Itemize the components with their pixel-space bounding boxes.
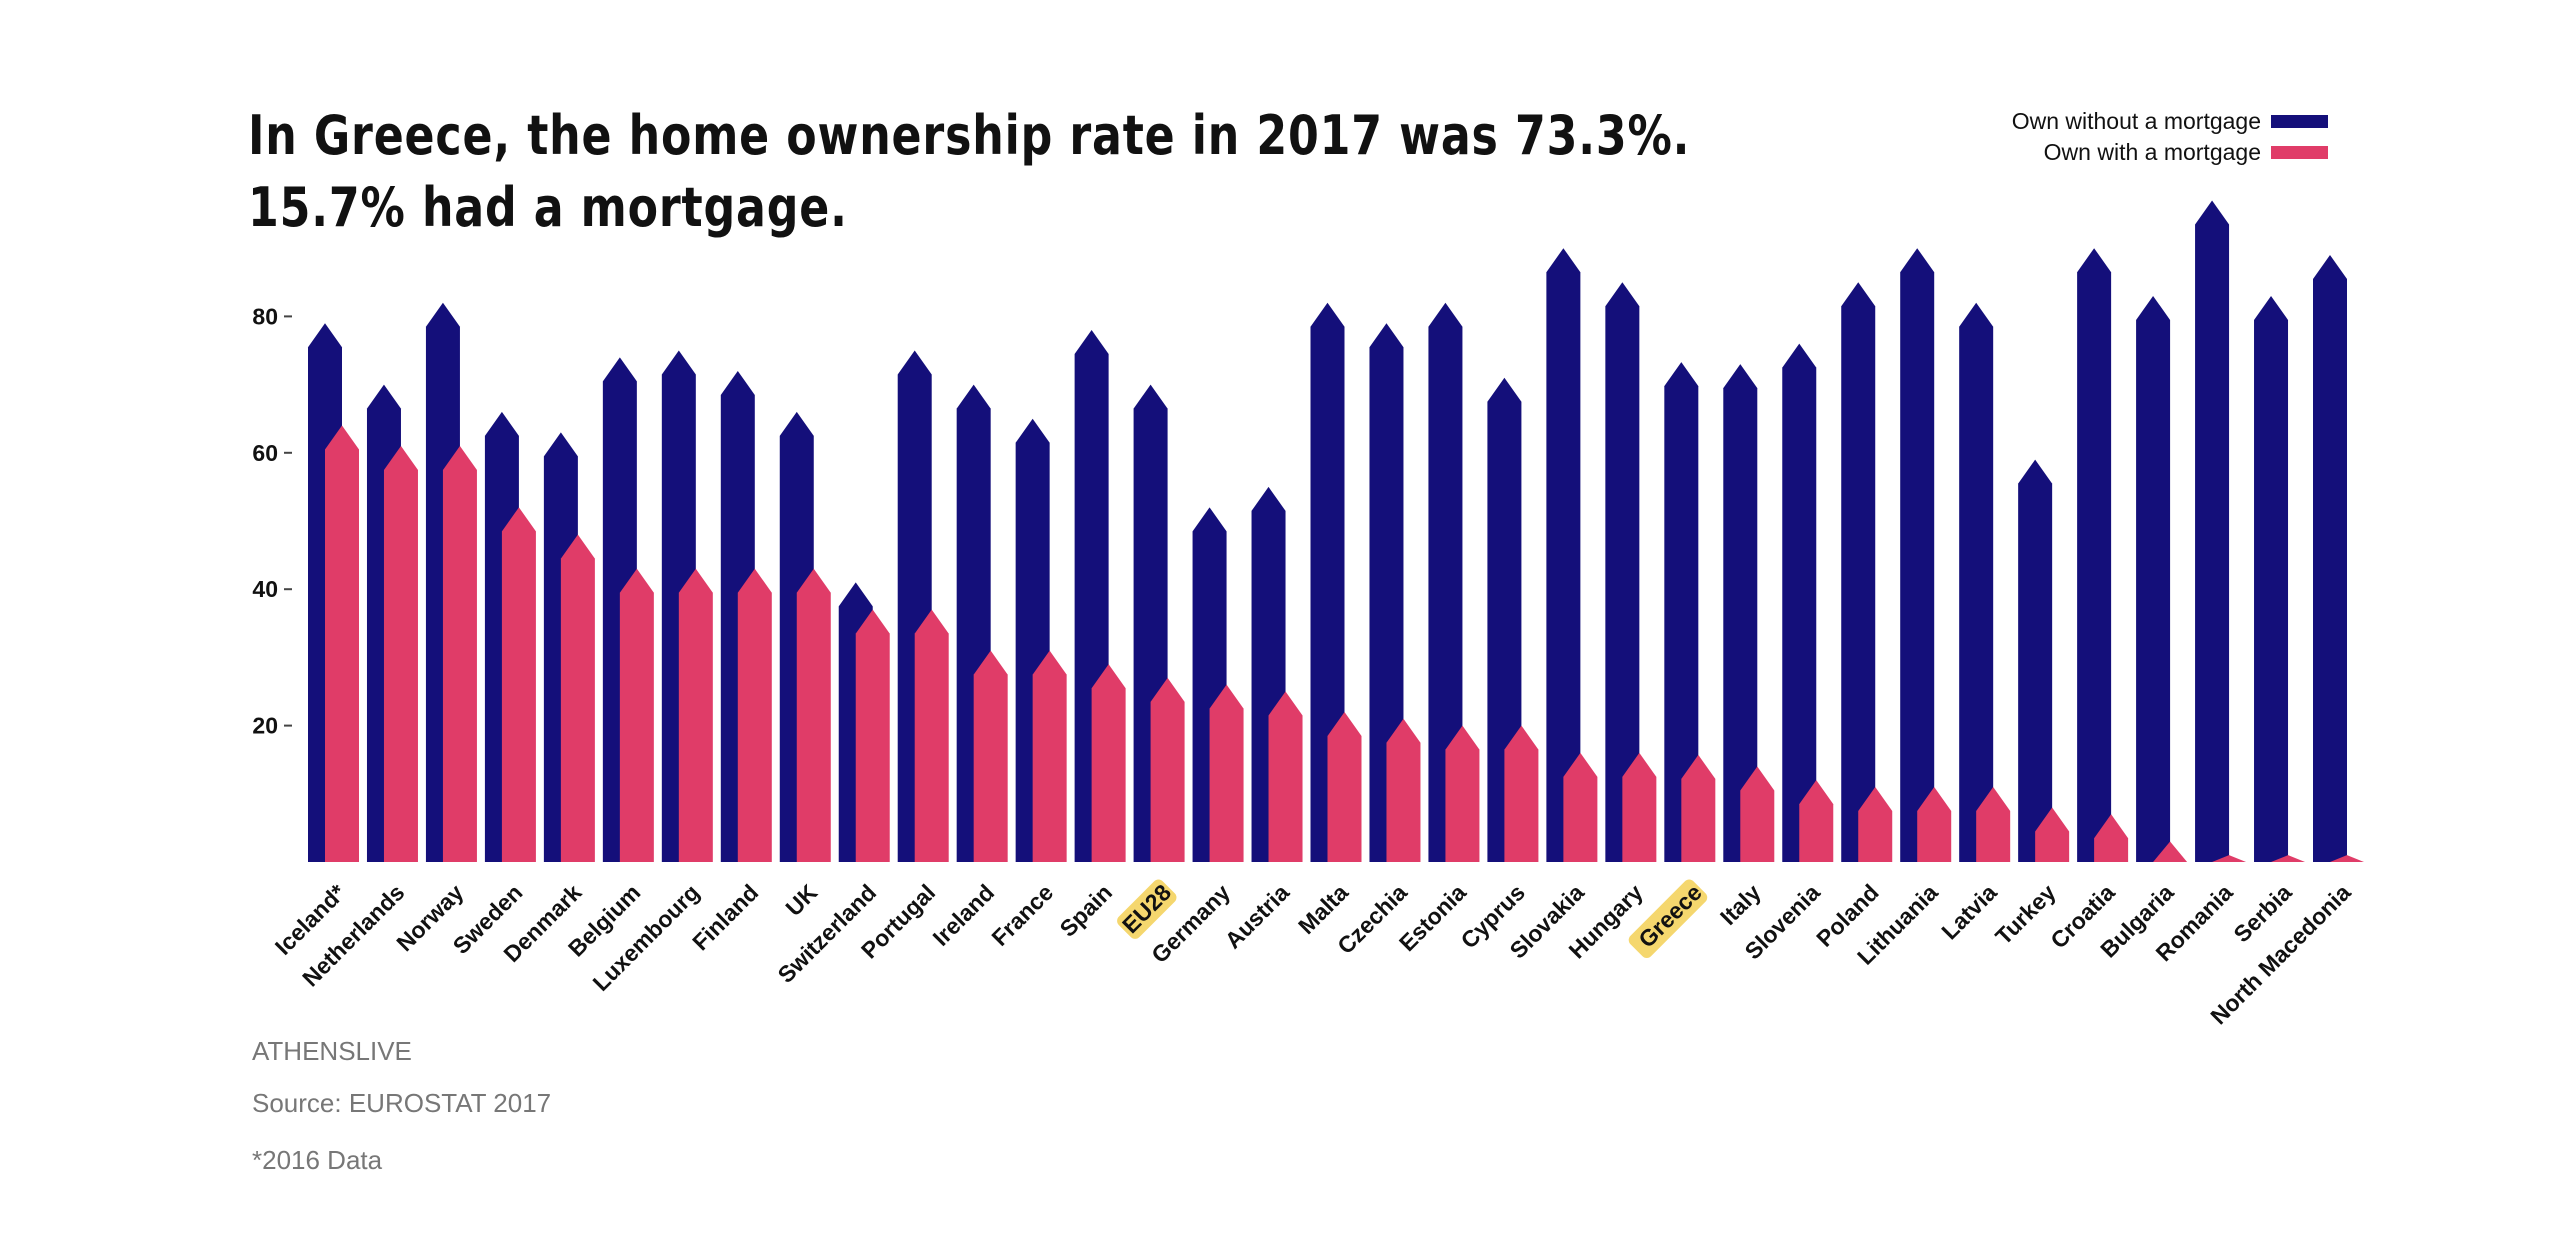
bar-with-mortgage-poland <box>1858 786 1893 862</box>
y-tick-label-40: 40 <box>252 576 278 602</box>
bar-with-mortgage-austria <box>1268 691 1303 862</box>
footer-note: *2016 Data <box>252 1145 383 1175</box>
x-tick-label-france: France <box>986 879 1058 951</box>
bar-without-mortgage-slovenia <box>1782 343 1817 862</box>
chart-title: In Greece, the home ownership rate in 20… <box>248 100 1690 244</box>
legend-swatch-with-mortgage <box>2271 146 2328 159</box>
bar-without-mortgage-malta <box>1310 302 1345 862</box>
bar-with-mortgage-cyprus <box>1504 725 1539 862</box>
legend-label-without-mortgage: Own without a mortgage <box>2011 108 2261 134</box>
bar-without-mortgage-serbia <box>2254 295 2289 862</box>
bar-with-mortgage-belgium <box>619 568 654 862</box>
bar-without-mortgage-north-macedonia <box>2313 255 2347 862</box>
y-tick-label-80: 80 <box>252 303 278 329</box>
bar-with-mortgage-luxembourg <box>678 568 713 862</box>
x-tick-label-estonia: Estonia <box>1394 879 1471 956</box>
legend-item-without-mortgage: Own without a mortgage <box>2012 106 2328 137</box>
x-label-group-italy: Italy <box>1715 879 1766 930</box>
bar-with-mortgage-hungary <box>1622 752 1657 862</box>
bar-with-mortgage-slovenia <box>1799 780 1834 862</box>
bar-with-mortgage-slovakia <box>1563 752 1598 862</box>
bar-without-mortgage-czechia <box>1369 323 1404 863</box>
bar-with-mortgage-uk <box>796 568 831 862</box>
bar-with-mortgage-latvia <box>1976 786 2011 862</box>
x-tick-label-latvia: Latvia <box>1936 879 2002 945</box>
bar-with-mortgage-switzerland <box>855 609 890 862</box>
footer-source: Source: EUROSTAT 2017 <box>252 1088 552 1118</box>
bar-without-mortgage-croatia <box>2077 248 2112 862</box>
x-tick-label-greece: Greece <box>1633 879 1707 953</box>
bar-without-mortgage-greece <box>1664 362 1699 862</box>
bar-without-mortgage-bulgaria <box>2136 295 2171 862</box>
bar-with-mortgage-croatia <box>2094 814 2129 862</box>
x-tick-label-italy: Italy <box>1715 879 1766 930</box>
x-label-group-latvia: Latvia <box>1936 879 2002 945</box>
bar-without-mortgage-poland <box>1841 282 1876 862</box>
bar-with-mortgage-denmark <box>560 534 595 862</box>
title-line-1: In Greece, the home ownership rate in 20… <box>248 104 1691 167</box>
bar-with-mortgage-malta <box>1327 711 1362 862</box>
x-tick-label-ireland: Ireland <box>927 879 999 951</box>
bar-with-mortgage-iceland <box>325 425 359 862</box>
bar-with-mortgage-estonia <box>1445 725 1480 862</box>
x-label-group-spain: Spain <box>1054 879 1117 942</box>
bar-with-mortgage-turkey <box>2035 807 2070 862</box>
bar-with-mortgage-netherlands <box>383 445 418 862</box>
bar-with-mortgage-finland <box>737 568 772 862</box>
y-tick-label-20: 20 <box>252 713 278 739</box>
bar-with-mortgage-portugal <box>914 609 949 862</box>
footer-brand: ATHENSLIVE <box>252 1036 412 1066</box>
bar-without-mortgage-italy <box>1723 364 1758 862</box>
bar-with-mortgage-sweden <box>501 507 536 862</box>
x-label-group-estonia: Estonia <box>1394 879 1471 956</box>
x-label-group-austria: Austria <box>1220 879 1295 954</box>
bar-with-mortgage-france <box>1032 650 1067 862</box>
x-label-highlight-eu28 <box>1117 879 1177 939</box>
legend-swatch-without-mortgage <box>2271 115 2328 128</box>
bar-without-mortgage-estonia <box>1428 302 1463 862</box>
bar-with-mortgage-ireland <box>973 650 1008 862</box>
bar-with-mortgage-germany <box>1209 684 1244 862</box>
bar-with-mortgage-italy <box>1740 766 1775 862</box>
legend: Own without a mortgage Own with a mortga… <box>2012 106 2328 168</box>
x-tick-label-spain: Spain <box>1054 879 1117 942</box>
bar-with-mortgage-bulgaria <box>2153 841 2188 862</box>
title-line-2: 15.7% had a mortgage. <box>248 176 848 239</box>
bar-without-mortgage-lithuania <box>1900 248 1935 862</box>
x-tick-label-uk: UK <box>780 879 822 921</box>
bar-with-mortgage-spain <box>1091 664 1126 862</box>
x-label-highlight-greece <box>1628 879 1708 958</box>
bar-without-mortgage-slovakia <box>1546 248 1581 862</box>
x-tick-label-finland: Finland <box>687 879 763 955</box>
bar-without-mortgage-romania <box>2195 200 2230 862</box>
bar-with-mortgage-czechia <box>1386 718 1421 862</box>
bar-with-mortgage-north-macedonia <box>2330 855 2364 862</box>
x-tick-label-austria: Austria <box>1220 879 1295 954</box>
x-label-group-finland: Finland <box>687 879 763 955</box>
legend-label-with-mortgage: Own with a mortgage <box>2043 139 2261 165</box>
legend-item-with-mortgage: Own with a mortgage <box>2012 137 2328 168</box>
x-label-group-ireland: Ireland <box>927 879 999 951</box>
x-label-group-uk: UK <box>780 879 822 921</box>
bar-with-mortgage-romania <box>2212 855 2247 862</box>
bar-without-mortgage-turkey <box>2018 459 2053 862</box>
bar-without-mortgage-hungary <box>1605 282 1640 862</box>
bar-with-mortgage-norway <box>442 445 477 862</box>
bar-without-mortgage-latvia <box>1959 302 1994 862</box>
x-label-group-france: France <box>986 879 1058 951</box>
bar-with-mortgage-lithuania <box>1917 786 1952 862</box>
y-tick-label-60: 60 <box>252 440 278 466</box>
bar-with-mortgage-eu28 <box>1150 677 1185 862</box>
bar-with-mortgage-greece <box>1681 754 1716 862</box>
bar-with-mortgage-serbia <box>2271 855 2306 862</box>
